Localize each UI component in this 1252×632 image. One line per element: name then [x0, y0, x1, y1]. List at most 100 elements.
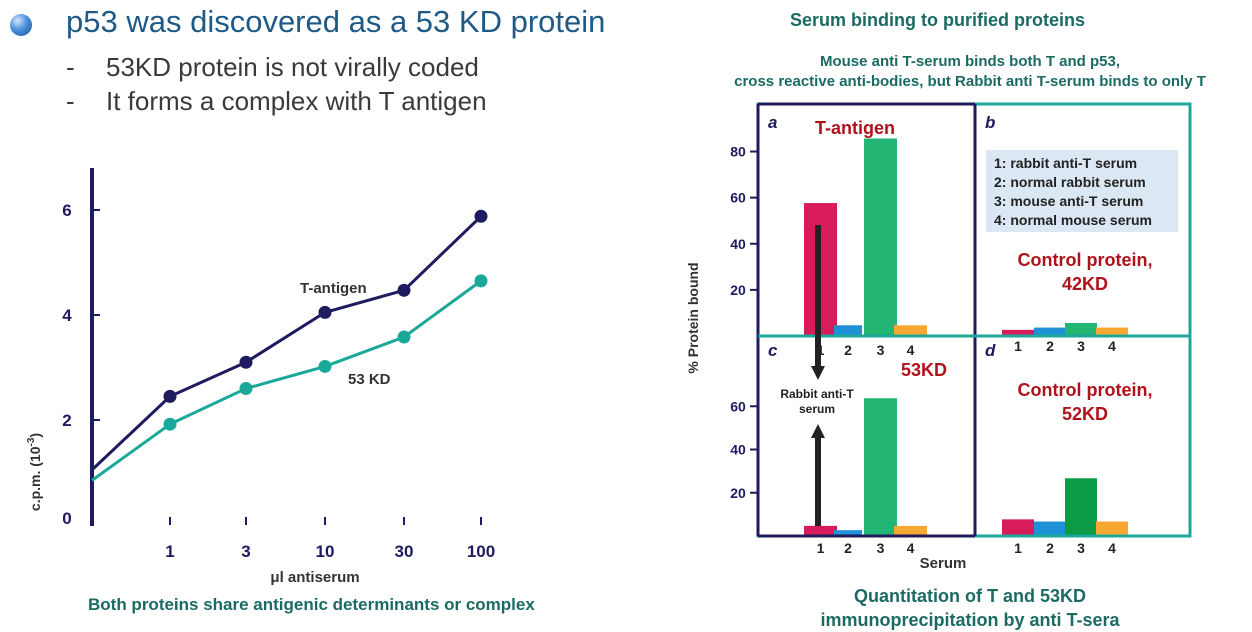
data-point	[239, 382, 253, 395]
y-tick-label: 40	[730, 442, 746, 458]
x-tick-label: 1	[165, 542, 174, 561]
panel-letter: d	[985, 341, 996, 360]
category-label: 2	[1046, 540, 1054, 556]
category-label: 2	[844, 342, 852, 358]
dash-marker: -	[66, 86, 75, 116]
y-axis-label: c.p.m. (10-3)	[26, 433, 43, 511]
panel-label: T-antigen	[815, 118, 895, 138]
y-axis-label: % Protein bound	[685, 262, 701, 373]
bar-chart-panels: 20 40 60 80 1 2 3 4 a T-antigen 1 2 3 4 b Control prote…	[685, 102, 1192, 572]
series-line	[91, 279, 482, 482]
bar	[1034, 521, 1066, 535]
slide-title: p53 was discovered as a 53 KD protein	[66, 4, 606, 39]
bar	[804, 525, 837, 535]
bar	[894, 525, 927, 535]
category-label: 4	[907, 540, 915, 556]
panel-label: 42KD	[1062, 274, 1108, 294]
bar	[1034, 327, 1066, 335]
arrow-label: Rabbit anti-T	[780, 387, 854, 401]
right-caption-line-2: immunoprecipitation by anti T-sera	[820, 610, 1120, 630]
arrow-down-head	[811, 366, 825, 380]
category-label: 2	[844, 540, 852, 556]
panel-label: 52KD	[1062, 404, 1108, 424]
y-tick-label: 4	[62, 306, 72, 325]
right-subtitle: Mouse anti T-serum binds both T and p53,…	[690, 52, 1250, 92]
category-label: 3	[1077, 338, 1085, 354]
bullet-item-1: - 53KD protein is not virally coded	[66, 52, 479, 83]
y-tick-label: 40	[730, 236, 746, 252]
bar	[1002, 519, 1034, 535]
bar	[1065, 478, 1097, 535]
panel-label: Control protein,	[1018, 380, 1153, 400]
bar	[834, 325, 862, 335]
line-chart: 0 2 4 6 1 3 10 30 100 T-antigen 53 KD c.p.m. (10…	[26, 168, 562, 586]
data-point	[239, 355, 253, 369]
legend-entry: 1: rabbit anti-T serum	[994, 155, 1137, 171]
x-tick-label: 100	[467, 542, 495, 561]
right-caption: Quantitation of T and 53KD immunoprecipi…	[760, 584, 1180, 632]
y-tick-label: 20	[730, 485, 746, 501]
legend-entry: 2: normal rabbit serum	[994, 174, 1146, 190]
bar	[1096, 521, 1128, 535]
category-label: 3	[1077, 540, 1085, 556]
data-point	[163, 417, 177, 431]
legend-entry: 4: normal mouse serum	[994, 212, 1152, 228]
data-point	[397, 330, 411, 344]
category-label: 1	[817, 540, 825, 556]
data-point	[318, 305, 332, 319]
bar	[1002, 329, 1034, 335]
data-point	[163, 389, 177, 403]
category-label: 3	[877, 540, 885, 556]
x-tick-label: 30	[395, 542, 414, 561]
title-bullet-icon	[10, 14, 32, 36]
series-label: 53 KD	[348, 371, 391, 388]
bullet-item-2: - It forms a complex with T antigen	[66, 86, 487, 117]
left-caption: Both proteins share antigenic determinan…	[88, 595, 535, 614]
category-label: 1	[1014, 540, 1022, 556]
data-point	[318, 359, 332, 373]
panel-letter: c	[768, 341, 778, 360]
y-tick-label: 2	[62, 411, 71, 430]
x-axis-label: μl antiserum	[270, 569, 359, 586]
x-axis-label: Serum	[920, 555, 967, 572]
panel-label: 53KD	[901, 360, 947, 380]
legend-box	[986, 150, 1178, 232]
bar	[864, 138, 897, 335]
right-subtitle-line-2: cross reactive anti-bodies, but Rabbit a…	[734, 73, 1206, 90]
legend-entry: 3: mouse anti-T serum	[994, 193, 1143, 209]
category-label: 4	[1108, 540, 1116, 556]
arrow-up-head	[811, 424, 825, 438]
data-point	[474, 274, 488, 288]
panel-letter: b	[985, 113, 995, 132]
category-label: 3	[877, 342, 885, 358]
y-tick-label: 20	[730, 282, 746, 298]
data-point	[397, 283, 411, 297]
right-subtitle-line-1: Mouse anti T-serum binds both T and p53,	[819, 53, 1121, 70]
bar	[894, 325, 927, 335]
x-tick-label: 10	[316, 542, 335, 561]
bar	[1065, 322, 1097, 335]
series-line	[90, 215, 483, 471]
x-tick-label: 3	[241, 542, 250, 561]
category-label: 4	[907, 342, 915, 358]
bar	[864, 398, 897, 535]
right-title: Serum binding to purified proteins	[790, 10, 1085, 30]
panel-label: Control protein,	[1018, 250, 1153, 270]
series-label: T-antigen	[300, 280, 367, 297]
bullet-text: 53KD protein is not virally coded	[106, 52, 479, 82]
bar	[834, 530, 862, 535]
arrow-label: serum	[799, 402, 835, 416]
bullet-text: It forms a complex with T antigen	[106, 86, 487, 116]
panel-letter: a	[768, 113, 777, 132]
y-tick-label: 80	[730, 144, 746, 160]
y-tick-label: 6	[62, 201, 71, 220]
category-label: 1	[1014, 338, 1022, 354]
dash-marker: -	[66, 52, 75, 82]
bar	[1096, 327, 1128, 335]
right-caption-line-1: Quantitation of T and 53KD	[854, 586, 1086, 606]
category-label: 4	[1108, 338, 1116, 354]
y-tick-label: 0	[62, 509, 71, 528]
y-tick-label: 60	[730, 398, 746, 414]
y-tick-label: 60	[730, 190, 746, 206]
category-label: 2	[1046, 338, 1054, 354]
